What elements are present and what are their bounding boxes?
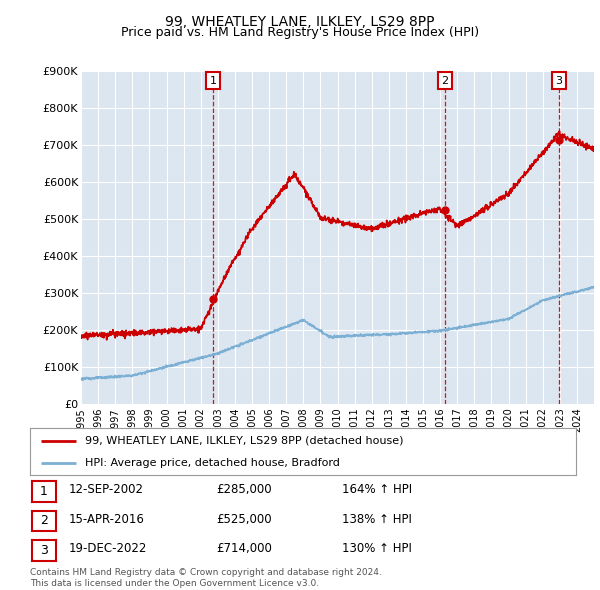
Text: 2: 2 <box>40 514 48 527</box>
Text: £525,000: £525,000 <box>216 513 272 526</box>
Text: 1: 1 <box>209 76 217 86</box>
Text: HPI: Average price, detached house, Bradford: HPI: Average price, detached house, Brad… <box>85 458 340 468</box>
Text: 99, WHEATLEY LANE, ILKLEY, LS29 8PP: 99, WHEATLEY LANE, ILKLEY, LS29 8PP <box>165 15 435 29</box>
Text: Contains HM Land Registry data © Crown copyright and database right 2024.
This d: Contains HM Land Registry data © Crown c… <box>30 568 382 588</box>
Text: 15-APR-2016: 15-APR-2016 <box>69 513 145 526</box>
Text: 1: 1 <box>40 485 48 498</box>
Text: 99, WHEATLEY LANE, ILKLEY, LS29 8PP (detached house): 99, WHEATLEY LANE, ILKLEY, LS29 8PP (det… <box>85 436 403 446</box>
Text: 3: 3 <box>556 76 563 86</box>
Text: £714,000: £714,000 <box>216 542 272 555</box>
Text: 138% ↑ HPI: 138% ↑ HPI <box>342 513 412 526</box>
Text: Price paid vs. HM Land Registry's House Price Index (HPI): Price paid vs. HM Land Registry's House … <box>121 26 479 39</box>
Text: 19-DEC-2022: 19-DEC-2022 <box>69 542 148 555</box>
Text: 3: 3 <box>40 544 48 557</box>
Text: 2: 2 <box>442 76 449 86</box>
Text: 12-SEP-2002: 12-SEP-2002 <box>69 483 144 496</box>
Text: 130% ↑ HPI: 130% ↑ HPI <box>342 542 412 555</box>
Text: £285,000: £285,000 <box>216 483 272 496</box>
Text: 164% ↑ HPI: 164% ↑ HPI <box>342 483 412 496</box>
